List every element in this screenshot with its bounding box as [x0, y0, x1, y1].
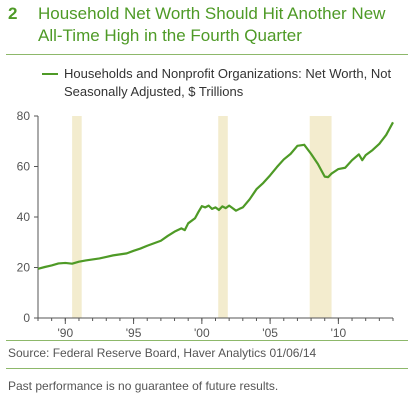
chart-title-text: Household Net Worth Should Hit Another N…	[38, 4, 386, 45]
x-tick-label-1990: '90	[57, 326, 73, 340]
legend-label: Households and Nonprofit Organizations: …	[64, 65, 404, 101]
disclaimer: Past performance is no guarantee of futu…	[8, 379, 279, 393]
y-tick-label-40: 40	[17, 210, 31, 224]
source-note: Source: Federal Reserve Board, Haver Ana…	[8, 346, 317, 360]
recession-band-3	[309, 116, 332, 318]
title-divider	[6, 54, 408, 55]
x-tick-label-2005: '05	[262, 326, 278, 340]
y-tick-label-0: 0	[23, 311, 30, 325]
chart-number: 2	[8, 4, 18, 23]
x-tick-label-2010: '10	[331, 326, 347, 340]
y-tick-label-80: 80	[17, 109, 31, 123]
x-tick-label-2000: '00	[194, 326, 210, 340]
x-tick-label-1995: '95	[126, 326, 142, 340]
legend-label-main: Households and Nonprofit Organizations: …	[64, 66, 364, 81]
series-line-1	[37, 121, 394, 270]
disclaimer-divider	[6, 368, 408, 369]
y-tick-label-60: 60	[17, 160, 31, 174]
y-tick-label-20: 20	[17, 261, 31, 275]
recession-band-2	[218, 116, 228, 318]
legend-swatch	[42, 73, 58, 75]
legend-label-sub: , Not Seasonally Adjusted, $ Trillions	[64, 66, 392, 99]
footer-divider	[6, 340, 408, 341]
recession-band-1	[72, 116, 82, 318]
